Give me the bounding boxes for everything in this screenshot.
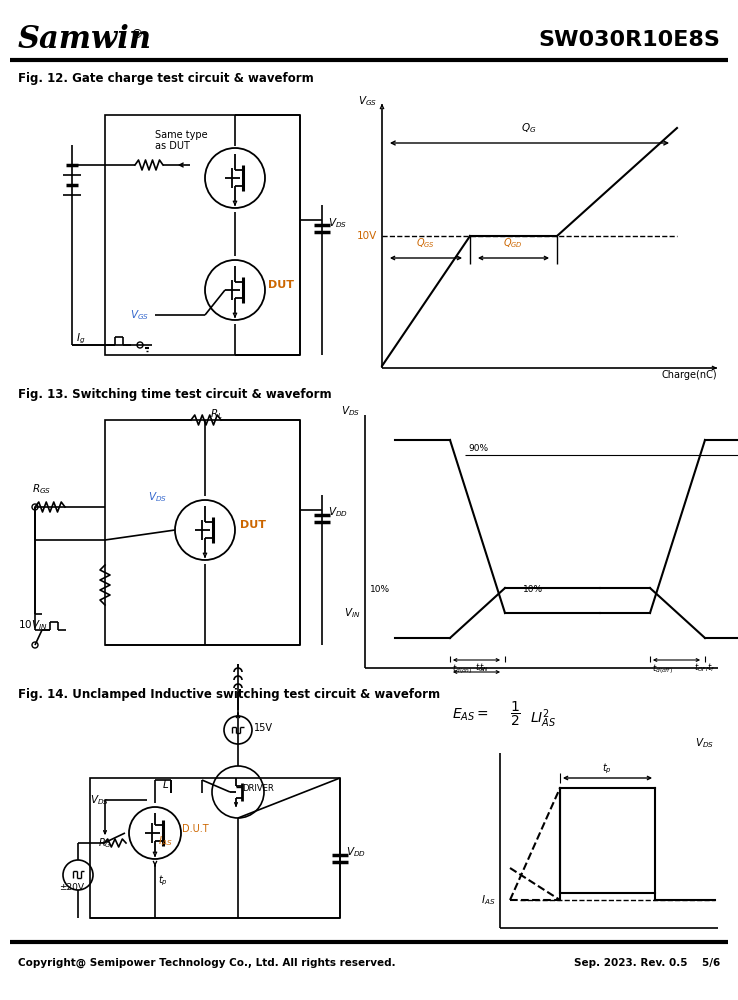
Text: ®: ® bbox=[130, 28, 142, 41]
Text: Copyright@ Semipower Technology Co., Ltd. All rights reserved.: Copyright@ Semipower Technology Co., Ltd… bbox=[18, 958, 396, 968]
Text: $V_{IN}$: $V_{IN}$ bbox=[343, 606, 360, 620]
Text: Charge(nC): Charge(nC) bbox=[661, 370, 717, 380]
Text: DUT: DUT bbox=[240, 520, 266, 530]
Text: $V_{GS}$: $V_{GS}$ bbox=[130, 308, 149, 322]
Text: $L I_{AS}^{2}$: $L I_{AS}^{2}$ bbox=[530, 707, 556, 730]
Text: Sep. 2023. Rev. 0.5    5/6: Sep. 2023. Rev. 0.5 5/6 bbox=[573, 958, 720, 968]
Text: $Q_{GS}$: $Q_{GS}$ bbox=[416, 236, 435, 250]
Text: $10V_{IN}$: $10V_{IN}$ bbox=[18, 618, 48, 632]
Bar bbox=[105, 420, 300, 645]
Text: $Q_{GD}$: $Q_{GD}$ bbox=[503, 236, 523, 250]
Text: $L$: $L$ bbox=[162, 778, 169, 790]
Text: 15V: 15V bbox=[254, 723, 273, 733]
Text: $V_{DD}$: $V_{DD}$ bbox=[346, 845, 366, 859]
Text: $t_{OFF}$: $t_{OFF}$ bbox=[694, 662, 711, 674]
Text: $V_{DS}$: $V_{DS}$ bbox=[328, 216, 347, 230]
Text: ±20V: ±20V bbox=[60, 883, 84, 892]
Text: Samwin: Samwin bbox=[18, 24, 152, 55]
Text: $R_{GS}$: $R_{GS}$ bbox=[32, 482, 51, 496]
Text: as DUT: as DUT bbox=[155, 141, 190, 151]
Text: $I_g$: $I_g$ bbox=[76, 332, 86, 346]
Text: $V_{GS}$: $V_{GS}$ bbox=[358, 94, 377, 108]
Bar bbox=[105, 115, 300, 355]
Bar bbox=[90, 778, 340, 918]
Text: $t_{d(on)}$: $t_{d(on)}$ bbox=[452, 662, 472, 676]
Text: 10%: 10% bbox=[523, 585, 543, 594]
Text: $t_r$: $t_r$ bbox=[479, 662, 487, 674]
Text: DUT: DUT bbox=[268, 280, 294, 290]
Text: Fig. 12. Gate charge test circuit & waveform: Fig. 12. Gate charge test circuit & wave… bbox=[18, 72, 314, 85]
Text: Fig. 13. Switching time test circuit & waveform: Fig. 13. Switching time test circuit & w… bbox=[18, 388, 331, 401]
Text: $V_{DS}$: $V_{DS}$ bbox=[695, 736, 714, 750]
Text: $t_f$: $t_f$ bbox=[707, 662, 715, 674]
Text: $t_p$: $t_p$ bbox=[158, 874, 168, 888]
Text: Fig. 14. Unclamped Inductive switching test circuit & waveform: Fig. 14. Unclamped Inductive switching t… bbox=[18, 688, 440, 701]
Text: $Q_G$: $Q_G$ bbox=[521, 121, 537, 135]
Text: SW030R10E8S: SW030R10E8S bbox=[538, 30, 720, 50]
Text: 90%: 90% bbox=[468, 444, 488, 453]
Text: $t_{ON}$: $t_{ON}$ bbox=[475, 662, 489, 674]
Text: Same type: Same type bbox=[155, 130, 207, 140]
Text: $V_{DS}$: $V_{DS}$ bbox=[341, 404, 360, 418]
Text: D.U.T: D.U.T bbox=[182, 824, 209, 834]
Text: $V_{DD}$: $V_{DD}$ bbox=[328, 505, 348, 519]
Text: $R_G$: $R_G$ bbox=[98, 836, 111, 850]
Text: 10%: 10% bbox=[370, 585, 390, 594]
Text: $t_{d(off)}$: $t_{d(off)}$ bbox=[652, 662, 673, 676]
Text: $E_{AS}=$: $E_{AS}=$ bbox=[452, 707, 489, 723]
Text: $I_{AS}$: $I_{AS}$ bbox=[480, 893, 495, 907]
Text: DRIVER: DRIVER bbox=[242, 784, 274, 793]
Text: $V_{DS}$: $V_{DS}$ bbox=[148, 490, 167, 504]
Text: $I_{AS}$: $I_{AS}$ bbox=[158, 834, 173, 848]
Text: $t_p$: $t_p$ bbox=[602, 762, 612, 776]
Text: 10V: 10V bbox=[356, 231, 377, 241]
Text: $V_{DS}$: $V_{DS}$ bbox=[90, 793, 109, 807]
Text: $\dfrac{1}{2}$: $\dfrac{1}{2}$ bbox=[510, 700, 521, 728]
Text: $R_L$: $R_L$ bbox=[210, 407, 223, 421]
